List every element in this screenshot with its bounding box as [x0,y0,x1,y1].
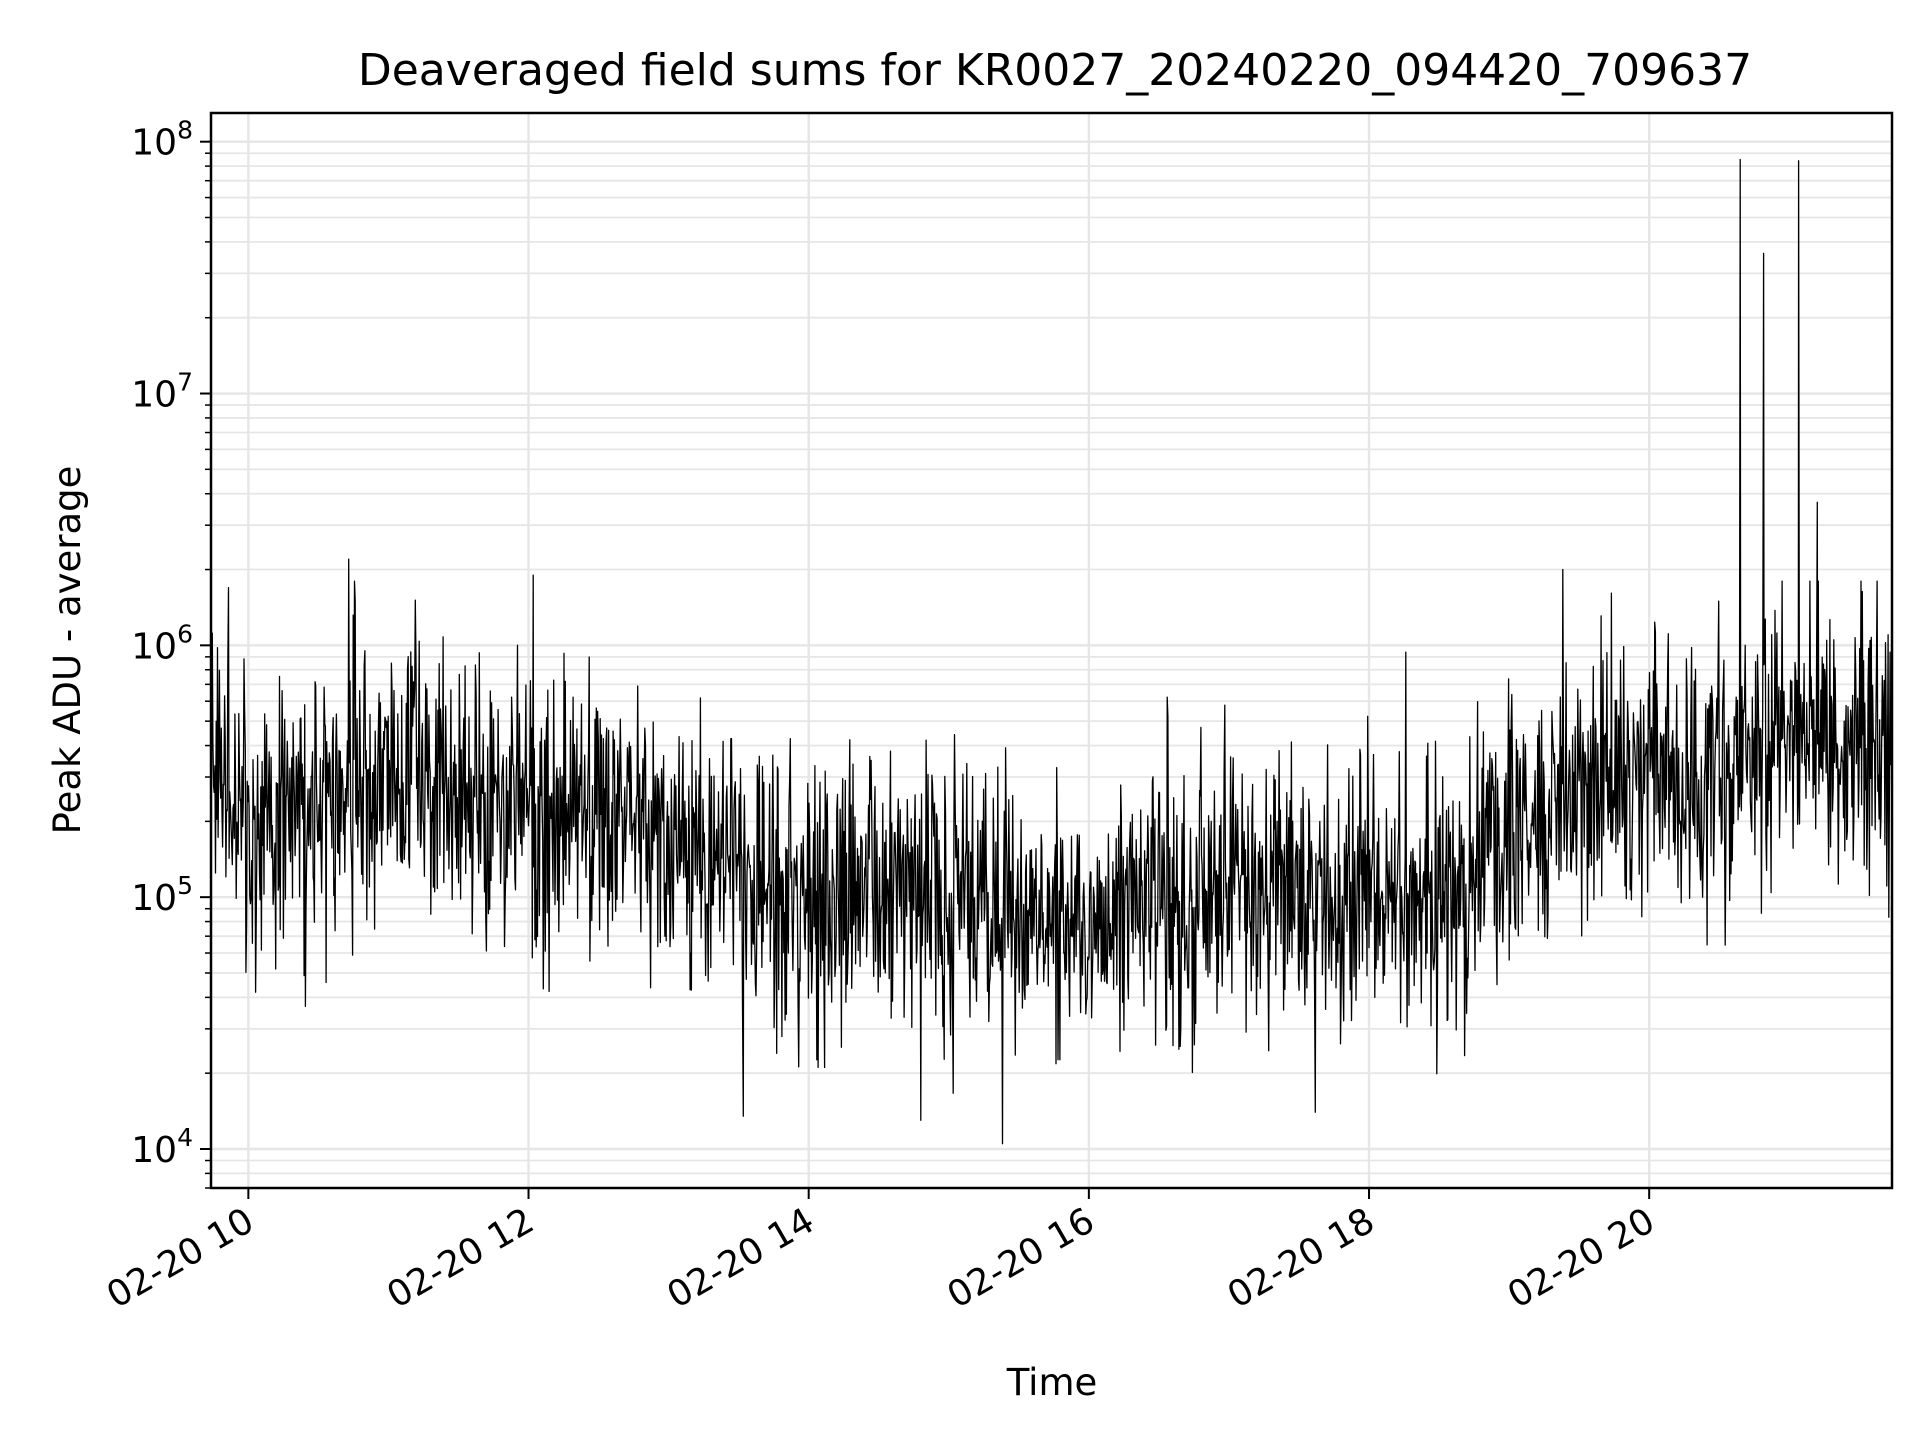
y-axis-ticks: 104 105 106 107 108 [131,116,211,1189]
y-tick-label: 104 [131,1123,193,1171]
y-tick-label: 105 [131,871,193,919]
y-axis-label: Peak ADU - average [46,466,89,835]
y-tick-label: 106 [131,619,193,667]
chart-title: Deaveraged field sums for KR0027_2024022… [358,45,1752,96]
plot-frame [209,111,1894,1190]
y-tick-label: 107 [131,368,193,416]
y-tick-label: 108 [131,116,193,164]
series-line [211,158,1892,1145]
x-axis-label: Time [1006,1361,1098,1404]
series-group [211,158,1892,1145]
